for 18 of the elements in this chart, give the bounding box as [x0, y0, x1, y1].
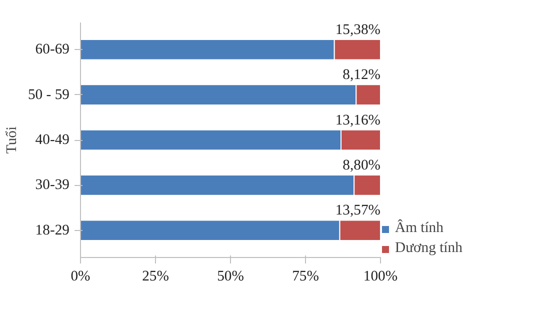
y-tick-label: 60-69: [35, 42, 70, 58]
data-label: 8,80%: [342, 157, 380, 174]
data-label: 8,12%: [342, 67, 380, 84]
x-tick-label: 50%: [217, 268, 244, 284]
data-label: 13,16%: [335, 112, 380, 128]
x-tick-label: 75%: [292, 268, 319, 284]
legend-label: Dương tính: [395, 240, 462, 257]
data-label: 15,38%: [335, 22, 380, 38]
y-axis-title: Tuổi: [4, 126, 20, 154]
y-tick-label: 40-49: [35, 132, 70, 148]
x-tick-label: 0%: [70, 268, 90, 284]
y-tick-label: 30-39: [35, 177, 70, 194]
x-tick-label: 100%: [363, 268, 398, 284]
data-label: 13,57%: [335, 202, 380, 219]
y-tick-label: 18-29: [35, 222, 70, 238]
x-tick-label: 25%: [142, 268, 169, 284]
y-tick-label: 50 - 59: [28, 86, 70, 103]
legend-label: Âm tính: [395, 220, 444, 237]
